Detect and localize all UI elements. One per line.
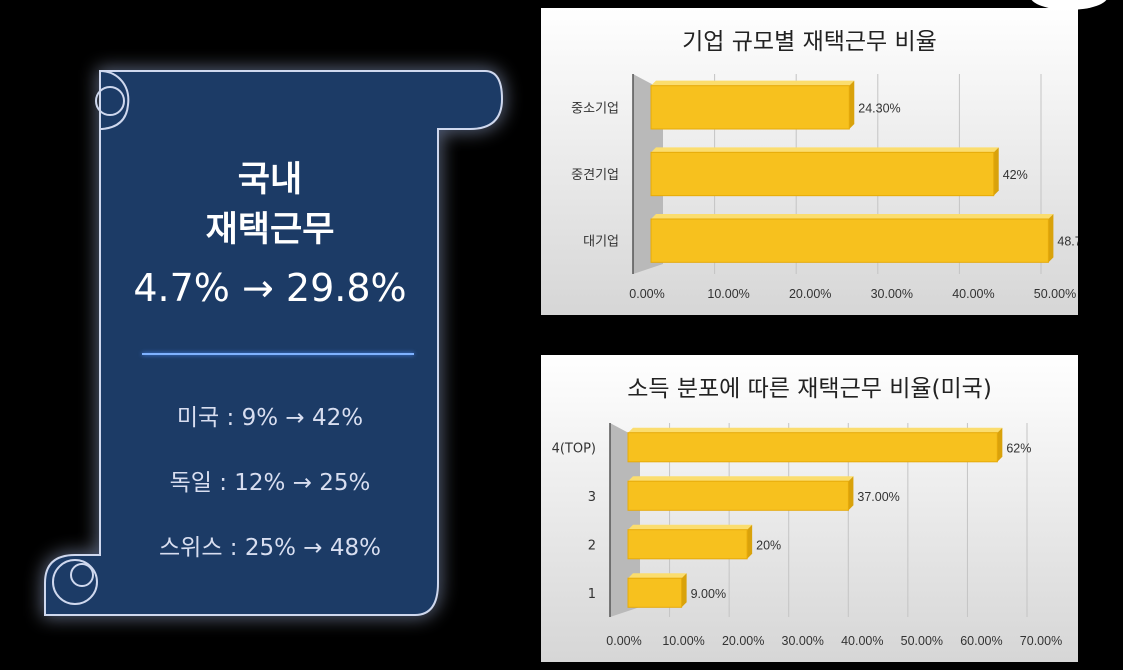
scroll-shape (44, 70, 504, 616)
bar-top-face (628, 476, 854, 482)
chart-plot: 0.00% 10.00% 20.00% 30.00% 40.00% 50.00% 중소기업 2… (571, 74, 1078, 301)
category-label: 중소기업 (571, 101, 619, 116)
bar-side-face (997, 427, 1003, 462)
bar-side-face (848, 476, 854, 511)
category-label: 2 (588, 538, 596, 553)
category-label: 1 (588, 587, 596, 602)
divider (142, 353, 414, 355)
data-label: 20% (756, 538, 781, 552)
category-label: 중견기업 (571, 168, 619, 183)
corner-decoration (1030, 0, 1108, 10)
x-tick-label: 20.00% (789, 287, 831, 301)
x-tick-label: 30.00% (871, 287, 913, 301)
chart-title: 소득 분포에 따른 재택근무 비율(미국) (627, 376, 992, 402)
x-tick-label: 60.00% (960, 634, 1002, 648)
x-tick-label: 50.00% (901, 634, 943, 648)
stat-switzerland: 스위스 : 25% → 48% (159, 535, 381, 561)
chart-title: 기업 규모별 재택근무 비율 (682, 29, 937, 55)
bar-side-face (1048, 214, 1054, 263)
bar-side-face (849, 80, 855, 129)
bar (627, 480, 849, 511)
data-label: 42% (1003, 168, 1028, 182)
chart-plot: 0.00% 10.00% 20.00% 30.00% 40.00% 50.00% 60.00… (552, 423, 1062, 648)
data-label: 62% (1006, 441, 1031, 455)
bar (627, 577, 683, 608)
bar-side-face (681, 573, 687, 608)
bar (650, 218, 1049, 263)
x-tick-label: 40.00% (952, 287, 994, 301)
chart-side-wall (610, 423, 640, 617)
x-tick-label: 10.00% (707, 287, 749, 301)
x-tick-label: 10.00% (662, 634, 704, 648)
headline-rate: 4.7% → 29.8% (133, 266, 407, 310)
x-tick-label: 50.00% (1034, 287, 1076, 301)
data-label: 24.30% (858, 101, 900, 115)
x-tick-label: 20.00% (722, 634, 764, 648)
headline-line-2: 재택근무 (205, 210, 335, 250)
x-tick-label: 70.00% (1020, 634, 1062, 648)
data-label: 9.00% (691, 587, 726, 601)
bar-top-face (628, 524, 753, 530)
bar-top-face (651, 147, 999, 153)
chart-company-size: 기업 규모별 재택근무 비율 0.00% 10.00% 20.00% 30.00% 40… (541, 8, 1078, 315)
bar-side-face (993, 147, 999, 196)
bar-side-face (747, 524, 753, 559)
scroll-panel: 국내 재택근무 4.7% → 29.8% 미국 : 9% → 42% 독일 : … (30, 55, 520, 635)
category-label: 3 (588, 490, 596, 505)
bar (650, 85, 850, 130)
bar (627, 432, 998, 463)
headline-line-1: 국내 (237, 160, 303, 200)
stat-germany: 독일 : 12% → 25% (169, 470, 371, 496)
data-label: 37.00% (857, 490, 899, 504)
bar (627, 529, 748, 560)
bar-top-face (651, 80, 855, 86)
chart-income-distribution: 소득 분포에 따른 재택근무 비율(미국) 0.00% 10.00% 20.00% 3… (541, 355, 1078, 662)
category-label: 대기업 (583, 235, 619, 250)
x-tick-label: 40.00% (841, 634, 883, 648)
bar-top-face (651, 214, 1054, 219)
bar-top-face (628, 427, 1003, 433)
category-label: 4(TOP) (552, 441, 596, 456)
x-tick-label: 0.00% (629, 287, 664, 301)
bar-top-face (628, 573, 687, 579)
data-label: 48.70% (1057, 235, 1078, 249)
stat-usa: 미국 : 9% → 42% (176, 405, 364, 431)
bar (650, 151, 995, 197)
x-tick-label: 0.00% (606, 634, 641, 648)
x-tick-label: 30.00% (782, 634, 824, 648)
